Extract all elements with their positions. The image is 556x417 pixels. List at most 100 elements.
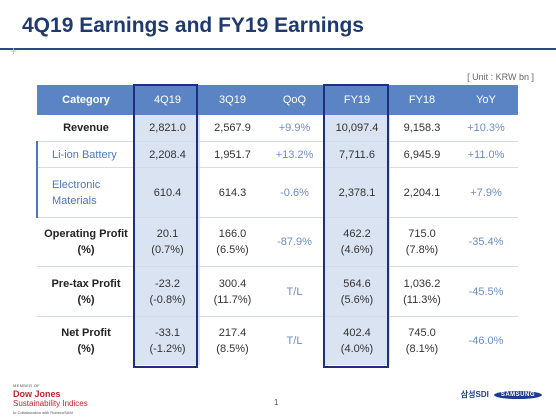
cell-qoq: -87.9% [265,217,324,268]
page-number: 1 [274,398,279,407]
table-row-revenue: Revenue 2,821.0 2,567.9 +9.9% 10,097.4 9… [37,115,518,142]
cell-yoy: -45.5% [454,266,518,317]
cell-3q19: 300.4 (11.7%) [200,266,265,317]
table-row-electronic-materials: Electronic Materials 610.4 614.3 -0.6% 2,… [36,167,518,218]
cell-3q19: 166.0 (6.5%) [200,217,265,268]
sdi-wordmark: 삼성SDI [460,390,489,399]
samsung-wordmark: SAMSUNG [493,390,542,399]
table-row-pre-tax-profit: Pre-tax Profit (%) -23.2 (-0.8%) 300.4 (11.… [37,266,518,317]
header-4q19: 4Q19 [135,85,200,115]
cell-qoq: -0.6% [265,167,324,218]
cell-yoy: -46.0% [468,334,504,347]
row-label: Pre-tax Profit (%) [37,266,135,317]
page-title: 4Q19 Earnings and FY19 Earnings [22,14,364,37]
cell-3q19: 2,567.9 [200,115,265,142]
cell-4q19: 20.1 (0.7%) [135,217,200,268]
cell-fy19: 7,711.6 [324,141,390,169]
cell-percent: (-1.2%) [149,342,186,355]
cell-3q19: 1,951.7 [200,141,265,169]
dji-member-label: MEMBER OF [13,383,40,388]
cell-yoy: +7.9% [454,167,518,218]
cell-percent: (4.6%) [340,244,374,257]
row-label-line2: (%) [77,342,95,355]
cell-percent: (6.5%) [216,244,249,257]
dow-jones-logo: MEMBER OF Dow Jones Sustainability Indic… [13,381,88,417]
row-label: Li-ion Battery [36,141,135,169]
cell-yoy: +11.0% [454,141,518,169]
header-fy19: FY19 [324,85,390,115]
row-label-line1: Net Profit [61,326,111,339]
cell-percent: (-0.8%) [149,293,186,306]
cell-fy18: 745.0 (8.1%) [390,316,454,365]
row-label: Electronic Materials [36,167,135,218]
cell-percent: (11.7%) [213,293,252,306]
cell-value: 1,036.2 [403,277,441,290]
cell-4q19: 2,821.0 [135,115,200,142]
cell-fy19: 462.2 (4.6%) [324,217,390,268]
table-row-li-ion-battery: Li-ion Battery 2,208.4 1,951.7 +13.2% 7,… [36,141,518,169]
row-label-line2: (%) [77,293,95,306]
cell-percent: (8.5%) [216,342,249,355]
row-label: Net Profit (%) [37,316,135,365]
cell-percent: (7.8%) [405,244,439,257]
cell-4q19: -33.1 (-1.2%) [135,316,200,365]
dji-collab: In Collaboration with RobecoSAM [13,410,73,415]
cell-fy19: 564.6 (5.6%) [324,266,390,317]
cell-percent: (4.0%) [340,342,374,355]
cell-qoq: +9.9% [265,115,324,142]
row-label-line1: Operating Profit [44,228,128,241]
header-fy18: FY18 [390,85,454,115]
cell-value: 402.4 [343,326,371,339]
samsung-sdi-logo: 삼성SDI SAMSUNG [461,389,542,400]
cell-fy18: 715.0 (7.8%) [390,217,454,268]
table-header-row: Category 4Q19 3Q19 QoQ FY19 FY18 YoY [37,85,518,115]
row-label-line2: (%) [77,244,95,257]
cell-qoq: +13.2% [265,141,324,169]
cell-percent: (0.7%) [151,244,184,257]
cell-percent: (8.1%) [405,342,439,355]
table-row-operating-profit: Operating Profit (%) 20.1 (0.7%) 166.0 (6.5… [37,217,518,268]
cell-yoy: -35.4% [454,217,518,268]
cell-fy19: 2,378.1 [324,167,390,218]
cell-fy18: 1,036.2 (11.3%) [390,266,454,317]
dji-subtitle: Sustainability Indices [13,399,88,408]
cell-value: 564.6 [343,277,371,290]
header-3q19: 3Q19 [200,85,265,115]
row-label-line1: Pre-tax Profit [51,277,121,290]
earnings-table: Category 4Q19 3Q19 QoQ FY19 FY18 YoY Rev… [36,85,518,365]
cell-value: 166.0 [218,228,247,241]
row-label-line1: Electronic [52,178,101,191]
cell-qoq: T/L [265,266,324,317]
table-row-net-profit: Net Profit (%) -33.1 (-1.2%) 217.4 (8.5%) T… [37,316,518,365]
cell-value: -33.1 [154,326,181,339]
cell-percent: (5.6%) [340,293,374,306]
dji-name: Dow Jones [13,389,61,399]
cell-fy19: 10,097.4 [324,115,390,142]
cell-value: 20.1 [156,228,179,241]
cell-4q19: 610.4 [135,167,200,218]
header-yoy: YoY [454,85,518,115]
header-qoq: QoQ [265,85,324,115]
cell-value: 745.0 [408,326,436,339]
cell-4q19: -23.2 (-0.8%) [135,266,200,317]
unit-label: [ Unit : KRW bn ] [467,72,534,82]
cell-fy18: 2,204.1 [390,167,454,218]
row-label: Revenue [37,115,135,142]
row-label: Operating Profit (%) [37,217,135,268]
cell-value: 217.4 [218,326,247,339]
cell-4q19: 2,208.4 [135,141,200,169]
cell-qoq: T/L [286,334,303,347]
cell-fy19: 402.4 (4.0%) [324,316,390,365]
cell-percent: (11.3%) [403,293,441,306]
cell-yoy: +10.3% [454,115,518,142]
cell-fy18: 6,945.9 [390,141,454,169]
cell-value: 715.0 [408,228,436,241]
cell-value: 300.4 [218,277,247,290]
plus-mark-icon: + [10,44,18,58]
cell-value: 462.2 [343,228,371,241]
cell-3q19: 217.4 (8.5%) [200,316,265,365]
cell-3q19: 614.3 [200,167,265,218]
cell-value: -23.2 [154,277,181,290]
cell-fy18: 9,158.3 [390,115,454,142]
header-category: Category [37,85,135,115]
